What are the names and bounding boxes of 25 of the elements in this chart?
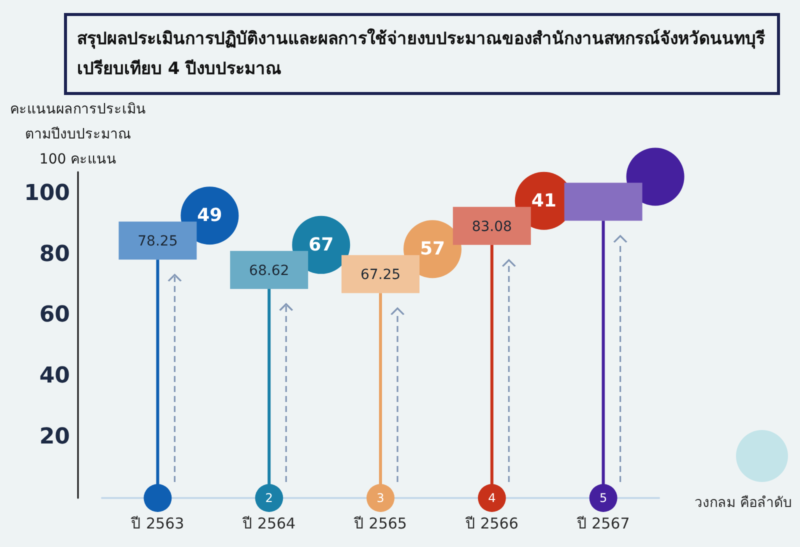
- annotation: 67: [308, 234, 334, 256]
- annotation: 5: [599, 491, 608, 505]
- x-tick-label: ปี 2566: [464, 514, 518, 532]
- annotation: 49: [197, 205, 222, 226]
- y-tick-label: 80: [39, 242, 70, 267]
- x-tick-label: ปี 2565: [353, 514, 407, 532]
- data-label: 68.62: [249, 262, 290, 279]
- text: วงกลม คือลำดับ: [694, 495, 792, 511]
- y-tick-label: 60: [39, 302, 70, 328]
- y-tick-label: 100: [24, 180, 70, 206]
- chart-title: สรุปผลประเมินการปฏิบัติงานและผลการใช้จ่ายงบประมาณของสำนักงานสหกรณ์จังหวัดนนทบุรี เปรียบเทียบ 4 ปีงบประมาณ: [77, 28, 766, 79]
- x-tick-label: ปี 2564: [242, 514, 296, 532]
- annotation: 57: [420, 238, 446, 260]
- data-label: 83.08: [472, 218, 512, 235]
- x-tick-label: ปี 2567: [576, 514, 630, 532]
- y-axis-title: คะแนนผลการประเมิน ตามปีงบประมาณ 100 คะแนน: [10, 102, 146, 168]
- annotation: 41: [531, 190, 556, 212]
- data-label: 67.25: [360, 267, 401, 284]
- annotation: 4: [488, 491, 496, 505]
- annotation: 2: [265, 491, 273, 505]
- y-tick-label: 40: [39, 364, 70, 389]
- y-tick-label: 20: [39, 424, 70, 450]
- annotation: 3: [376, 491, 384, 505]
- x-tick-label: ปี 2563: [130, 514, 184, 532]
- data-label: 78.25: [138, 234, 178, 250]
